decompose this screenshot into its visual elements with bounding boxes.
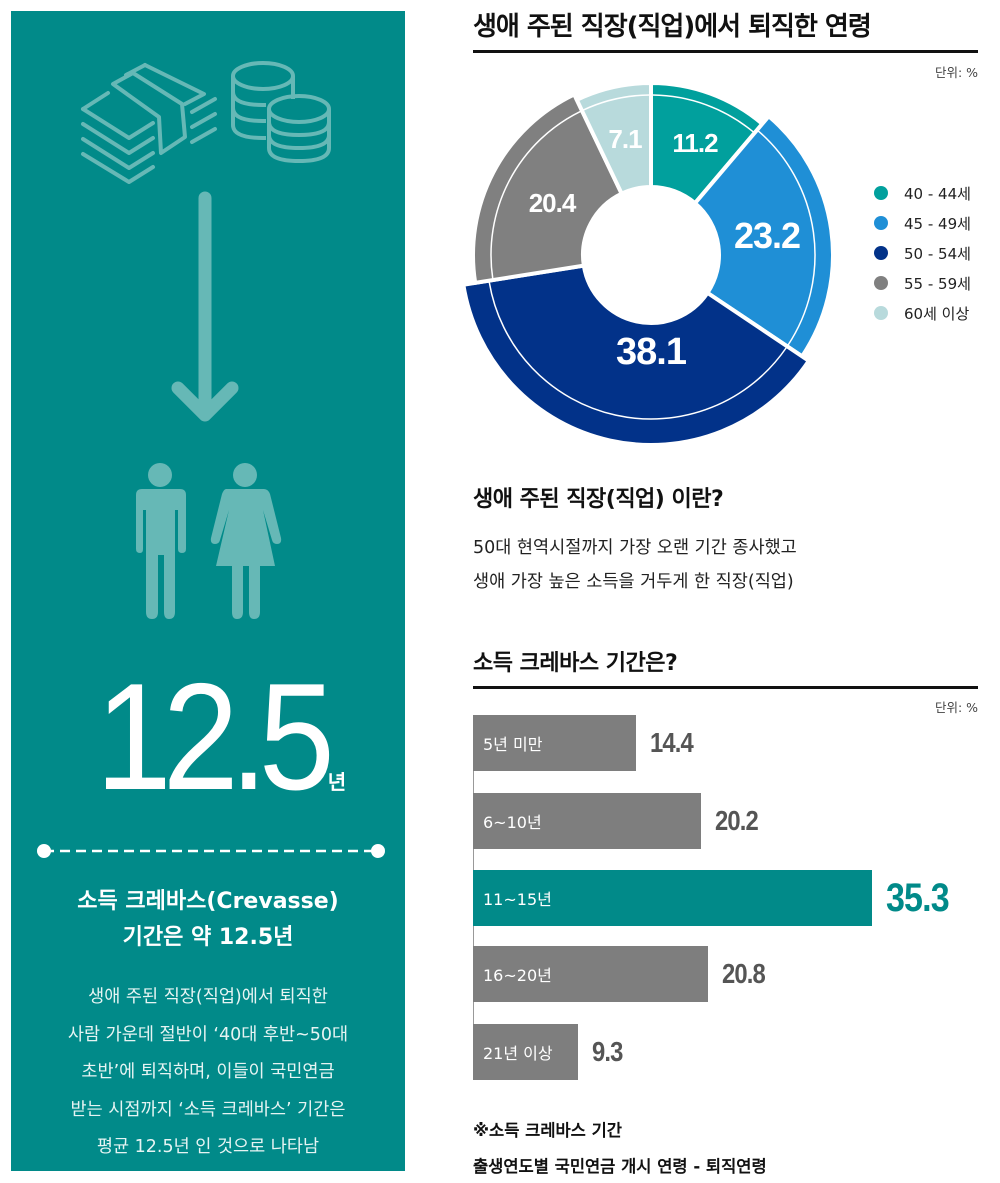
definition-line: 50대 현역시절까지 가장 오랜 기간 종사했고 [473,538,797,558]
donut-slice [574,80,653,197]
legend-label: 60세 이상 [904,304,970,323]
arrow-down-icon [171,191,239,422]
panel-description-line: 초반’에 퇴직하며, 이들이 국민연금 [81,1062,335,1082]
donut-guide-arc [757,130,816,346]
donut-chart-title: 생애 주된 직장(직업)에서 퇴직한 연령 [473,12,872,42]
donut-slice-label: 7.1 [608,124,642,154]
panel-title-line: 소득 크레바스(Crevasse) [77,889,339,914]
donut-guide-arc [582,94,650,111]
bar-row: 6~10년 20.2 [473,793,766,849]
coins-icon [231,61,331,164]
donut-legend: 40 - 44세 45 - 49세 50 - 54세 55 - 59세 60세 이상 [874,178,971,328]
bar: 21년 이상 [473,1024,578,1080]
money-stack-icon [81,63,217,184]
legend-item: 50 - 54세 [874,238,971,268]
footnote: ※소득 크레바스 기간 출생연도별 국민연금 개시 연령 - 퇴직연령 [473,1113,767,1183]
crevasse-years-figure: 12.5 년 [11,661,405,813]
donut-slice [649,80,766,206]
panel-description: 생애 주된 직장(직업)에서 퇴직한 사람 가운데 절반이 ‘40대 후반~50… [11,979,405,1167]
panel-description-line: 생애 주된 직장(직업)에서 퇴직한 [88,987,328,1007]
legend-swatch-icon [874,246,888,260]
summary-panel: 12.5 년 소득 크레바스(Crevasse) 기간은 약 12.5년 생애 주… [11,11,405,1171]
donut-slice [461,263,812,447]
bar-chart-title: 소득 크레바스 기간은? [473,651,678,676]
bar-value-label: 20.2 [715,805,759,836]
panel-description-line: 평균 12.5년 인 것으로 나타남 [96,1137,320,1157]
donut-unit-label: 단위: % [934,65,978,80]
bar-value-label: 35.3 [886,875,950,920]
footnote-line: ※소득 크레바스 기간 [473,1121,622,1140]
legend-swatch-icon [874,186,888,200]
donut-slice-label: 20.4 [529,188,577,218]
man-icon [136,463,186,619]
footnote-line: 출생연도별 국민연금 개시 연령 - 퇴직연령 [473,1157,767,1176]
donut-guide-arc [488,281,788,420]
bar-value-label: 20.8 [722,958,766,989]
bar-row: 11~15년 35.3 [473,870,960,926]
title-rule [473,686,978,689]
legend-label: 40 - 44세 [904,184,971,203]
donut-slice-label: 38.1 [616,331,687,373]
title-rule [473,50,978,53]
bar: 11~15년 [473,870,872,926]
donut-guide-arc [490,110,582,279]
legend-swatch-icon [874,276,888,290]
legend-item: 55 - 59세 [874,268,971,298]
legend-swatch-icon [874,216,888,230]
panel-title-line: 기간은 약 12.5년 [122,925,294,950]
bar: 16~20년 [473,946,708,1002]
panel-description-line: 받는 시점까지 ‘소득 크레바스’ 기간은 [70,1099,346,1120]
legend-label: 55 - 59세 [904,274,971,293]
donut-slice-label: 11.2 [672,128,718,158]
bar-row: 5년 미만 14.4 [473,715,701,771]
woman-icon [210,463,282,619]
legend-item: 40 - 44세 [874,178,971,208]
bar: 6~10년 [473,793,701,849]
donut-slice [471,91,625,286]
bar-unit-label: 단위: % [934,700,978,715]
bar-value-label: 9.3 [592,1036,623,1067]
bar-row: 21년 이상 9.3 [473,1024,628,1080]
donut-slice-label: 23.2 [734,215,800,256]
bar-row: 16~20년 20.8 [473,946,773,1002]
legend-swatch-icon [874,306,888,320]
definition-text: 50대 현역시절까지 가장 오랜 기간 종사했고 생애 가장 높은 소득을 거두… [473,531,797,599]
donut-guide-arc [652,94,754,133]
big-number-unit: 년 [327,770,347,794]
crevasse-period-bar-chart: 5년 미만 14.4 6~10년 20.2 11~15년 35.3 16~20년 20.8 21… [473,715,1000,1080]
big-number: 12.5 [95,652,334,822]
legend-item: 60세 이상 [874,298,971,328]
donut-slice [692,113,835,360]
dashed-divider [37,844,385,858]
panel-illustration [81,61,331,619]
legend-label: 45 - 49세 [904,214,971,233]
definition-title: 생애 주된 직장(직업) 이란? [473,487,724,512]
bar: 5년 미만 [473,715,636,771]
definition-line: 생애 가장 높은 소득을 거두게 한 직장(직업) [473,572,794,592]
panel-description-line: 사람 가운데 절반이 ‘40대 후반~50대 [67,1024,349,1045]
panel-title: 소득 크레바스(Crevasse) 기간은 약 12.5년 [11,884,405,956]
legend-label: 50 - 54세 [904,244,971,263]
bar-value-label: 14.4 [650,727,694,758]
legend-item: 45 - 49세 [874,208,971,238]
retirement-age-donut-chart: 11.2 23.2 38.1 20.4 7.1 [461,80,835,447]
